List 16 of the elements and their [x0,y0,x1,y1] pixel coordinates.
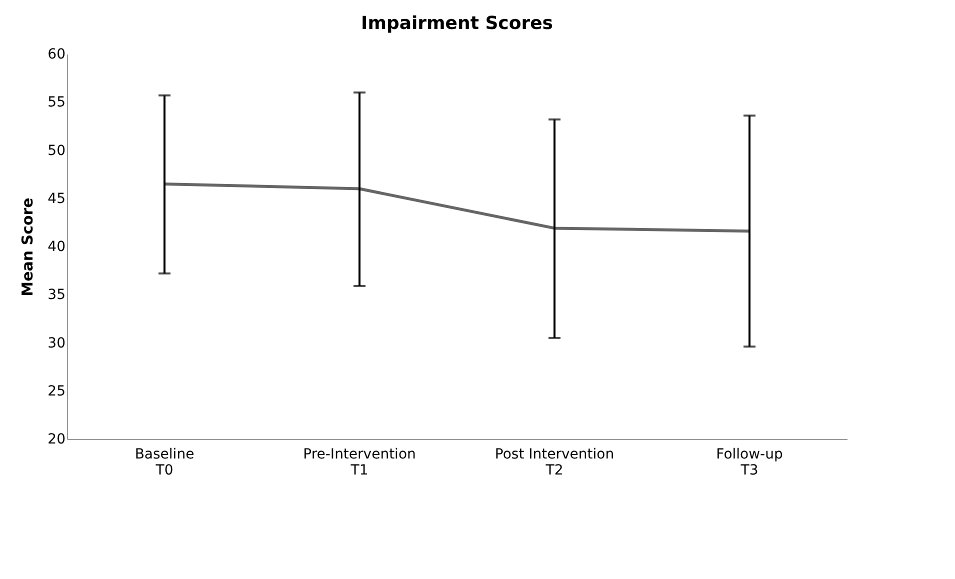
y-tick-label: 60 [48,46,66,62]
line-series [163,182,751,233]
y-tick-label: 30 [48,335,66,352]
y-tick-label: 40 [48,239,66,255]
x-tick-label: Pre-Intervention T1 [303,446,416,478]
y-tick-label: 50 [48,142,66,159]
y-axis-title: Mean Score [18,198,37,296]
y-tick-label: 20 [48,432,66,448]
y-tick-label: 45 [48,190,66,207]
y-tick-label: 25 [48,383,66,400]
x-tick-label: Post Intervention T2 [494,446,614,478]
y-tick-label: 35 [48,287,66,304]
chart-title: Impairment Scores [361,13,553,34]
x-tick-label: Baseline T0 [134,446,194,478]
x-tick-label: Follow-up T3 [716,446,783,478]
y-tick-label: 55 [48,94,66,111]
